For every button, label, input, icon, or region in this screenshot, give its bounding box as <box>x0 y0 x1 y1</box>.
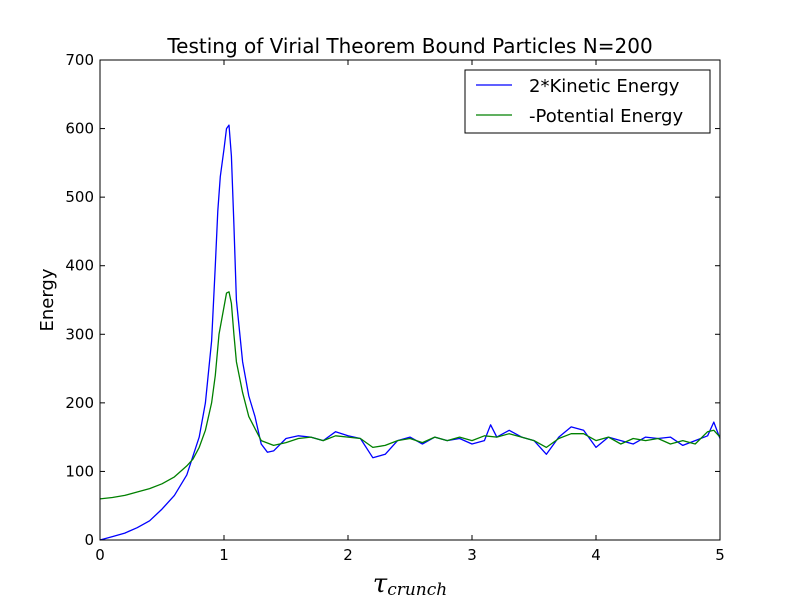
x-tick-label: 3 <box>467 546 477 564</box>
y-tick-label: 700 <box>65 51 94 69</box>
y-axis: 0 100 200 300 400 500 600 700 <box>65 51 720 549</box>
x-axis: 0 1 2 3 4 5 <box>95 60 725 564</box>
x-tick-label: 5 <box>715 546 725 564</box>
plot-area <box>99 124 721 541</box>
legend: 2*Kinetic Energy -Potential Energy <box>464 69 711 134</box>
legend-label-kinetic: 2*Kinetic Energy <box>529 76 680 97</box>
chart-title: Testing of Virial Theorem Bound Particle… <box>166 34 652 58</box>
legend-label-potential: -Potential Energy <box>529 106 683 127</box>
series-line-potential <box>99 291 721 500</box>
legend-frame <box>464 69 711 134</box>
x-axis-label-main: τ <box>373 569 388 599</box>
y-tick-label: 0 <box>84 531 94 549</box>
x-tick-label: 4 <box>591 546 601 564</box>
y-tick-label: 100 <box>65 462 94 480</box>
y-tick-label: 500 <box>65 188 94 206</box>
x-tick-label: 2 <box>343 546 353 564</box>
x-axis-label: τcrunch <box>373 569 447 600</box>
y-axis-label: Energy <box>37 268 58 331</box>
y-tick-label: 600 <box>65 120 94 138</box>
x-tick-label: 1 <box>219 546 229 564</box>
x-axis-label-sub: crunch <box>387 580 447 600</box>
axes-frame <box>99 59 721 541</box>
y-tick-label: 400 <box>65 257 94 275</box>
y-tick-label: 200 <box>65 394 94 412</box>
y-tick-label: 300 <box>65 325 94 343</box>
x-tick-label: 0 <box>95 546 105 564</box>
